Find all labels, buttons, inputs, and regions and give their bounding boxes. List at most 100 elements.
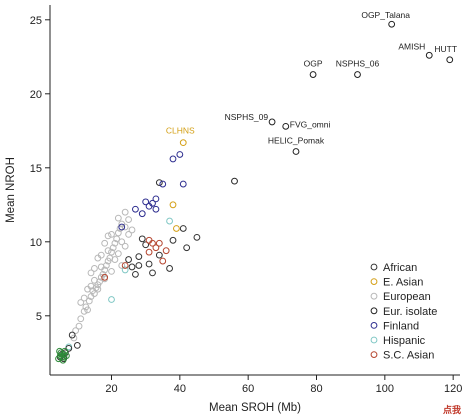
x-tick-label: 20 bbox=[105, 383, 117, 395]
data-point-european bbox=[121, 208, 129, 216]
data-point-european bbox=[125, 216, 132, 224]
legend-marker bbox=[370, 278, 378, 286]
x-tick-label: 80 bbox=[310, 383, 322, 395]
corner-tag[interactable]: 点我 bbox=[442, 405, 461, 415]
data-point-african bbox=[138, 235, 146, 243]
data-point-african bbox=[155, 251, 163, 259]
data-point-european bbox=[84, 285, 91, 293]
axes: 20 40 60 80 100 120 5 10 15 20 25 bbox=[30, 5, 462, 395]
data-point-european bbox=[77, 299, 85, 306]
legend-marker bbox=[370, 336, 378, 344]
data-point-eur-isolate bbox=[388, 20, 396, 28]
legend-marker bbox=[370, 292, 378, 300]
data-point-finland bbox=[142, 198, 150, 206]
data-point-e-asian bbox=[179, 139, 187, 147]
data-point-european bbox=[128, 226, 136, 234]
data-point-european bbox=[91, 276, 98, 284]
data-point-green bbox=[56, 347, 63, 355]
data-point-s-c-asian bbox=[159, 257, 167, 265]
x-tick-label: 120 bbox=[444, 383, 462, 395]
data-point-finland bbox=[176, 151, 184, 158]
data-point-finland bbox=[159, 180, 167, 188]
data-point-hispanic bbox=[166, 217, 173, 225]
data-point-european bbox=[97, 251, 105, 259]
x-tick-label: 100 bbox=[376, 383, 394, 395]
data-point-european bbox=[114, 214, 122, 222]
y-axis-title: Mean NROH bbox=[5, 157, 17, 223]
data-point-eur-isolate bbox=[292, 148, 300, 155]
data-point-finland bbox=[179, 180, 187, 188]
y-tick-label: 5 bbox=[36, 311, 42, 323]
data-point-european bbox=[91, 265, 98, 272]
legend-label: S.C. Asian bbox=[383, 350, 434, 362]
data-point-eur-isolate bbox=[354, 71, 361, 78]
legend-marker bbox=[370, 351, 378, 359]
data-point-european bbox=[118, 238, 126, 246]
data-points bbox=[55, 20, 454, 364]
data-point-european bbox=[113, 235, 121, 243]
data-point-green bbox=[60, 353, 68, 361]
data-point-african bbox=[179, 225, 187, 232]
data-point-finland bbox=[138, 210, 146, 218]
data-point-eur-isolate bbox=[446, 56, 454, 64]
legend-label: Hispanic bbox=[383, 335, 426, 347]
data-point-european bbox=[87, 269, 95, 277]
data-point-green bbox=[59, 356, 67, 364]
point-label: HELIC_Pomak bbox=[268, 136, 325, 146]
data-point-s-c-asian bbox=[145, 236, 153, 244]
x-tick-label: 40 bbox=[174, 383, 186, 395]
data-point-european bbox=[109, 244, 117, 252]
data-point-african bbox=[193, 233, 201, 241]
data-point-european bbox=[108, 248, 115, 256]
data-point-european bbox=[85, 297, 93, 305]
point-label: AMISH bbox=[398, 41, 425, 51]
data-point-finland bbox=[152, 205, 160, 213]
data-point-african bbox=[149, 269, 156, 277]
data-point-eur-isolate bbox=[268, 118, 276, 126]
legend-label: African bbox=[383, 262, 417, 274]
point-label: NSPHS_06 bbox=[336, 59, 380, 69]
data-point-european bbox=[97, 263, 105, 271]
data-point-european bbox=[80, 307, 88, 315]
data-point-e-asian bbox=[173, 225, 180, 232]
data-point-european bbox=[72, 327, 80, 335]
data-point-african bbox=[142, 241, 150, 249]
data-point-eur-isolate bbox=[309, 71, 317, 78]
point-label: HUTT bbox=[434, 44, 457, 54]
legend-label: E. Asian bbox=[383, 277, 423, 289]
legend-label: Finland bbox=[383, 320, 419, 332]
data-point-european bbox=[121, 242, 129, 250]
y-ticks: 5 10 15 20 25 bbox=[30, 15, 50, 323]
point-label: OGP_Talana bbox=[361, 10, 410, 20]
data-point-european bbox=[114, 229, 122, 237]
x-tick-label: 60 bbox=[242, 383, 254, 395]
legend: African E. Asian European Eur. isolate Finla… bbox=[370, 262, 437, 362]
data-point-european bbox=[94, 285, 102, 293]
data-point-s-c-asian bbox=[152, 244, 160, 252]
legend-marker bbox=[370, 263, 378, 271]
data-point-european bbox=[121, 223, 129, 231]
data-point-european bbox=[75, 322, 83, 330]
x-ticks: 20 40 60 80 100 120 bbox=[105, 375, 462, 395]
data-point-european bbox=[108, 268, 115, 275]
data-point-european bbox=[108, 231, 115, 238]
y-tick-label: 25 bbox=[30, 15, 42, 27]
y-tick-label: 15 bbox=[30, 163, 42, 175]
data-point-finland bbox=[132, 205, 139, 213]
point-label: CLHNS bbox=[166, 126, 195, 136]
data-point-eur-isolate bbox=[425, 51, 433, 59]
data-point-european bbox=[80, 294, 88, 302]
legend-label: Eur. isolate bbox=[383, 306, 437, 318]
legend-marker bbox=[370, 307, 378, 315]
data-point-african bbox=[145, 260, 153, 268]
data-point-european bbox=[104, 232, 112, 240]
point-label: FVG_omni bbox=[290, 119, 331, 129]
x-axis-title: Mean SROH (Mb) bbox=[209, 402, 301, 414]
data-point-finland bbox=[152, 195, 160, 203]
data-point-african bbox=[132, 270, 139, 278]
y-tick-label: 10 bbox=[30, 237, 42, 249]
point-label: NSPHS_09 bbox=[225, 112, 269, 122]
data-point-african bbox=[128, 263, 136, 271]
data-point-european bbox=[111, 256, 119, 263]
